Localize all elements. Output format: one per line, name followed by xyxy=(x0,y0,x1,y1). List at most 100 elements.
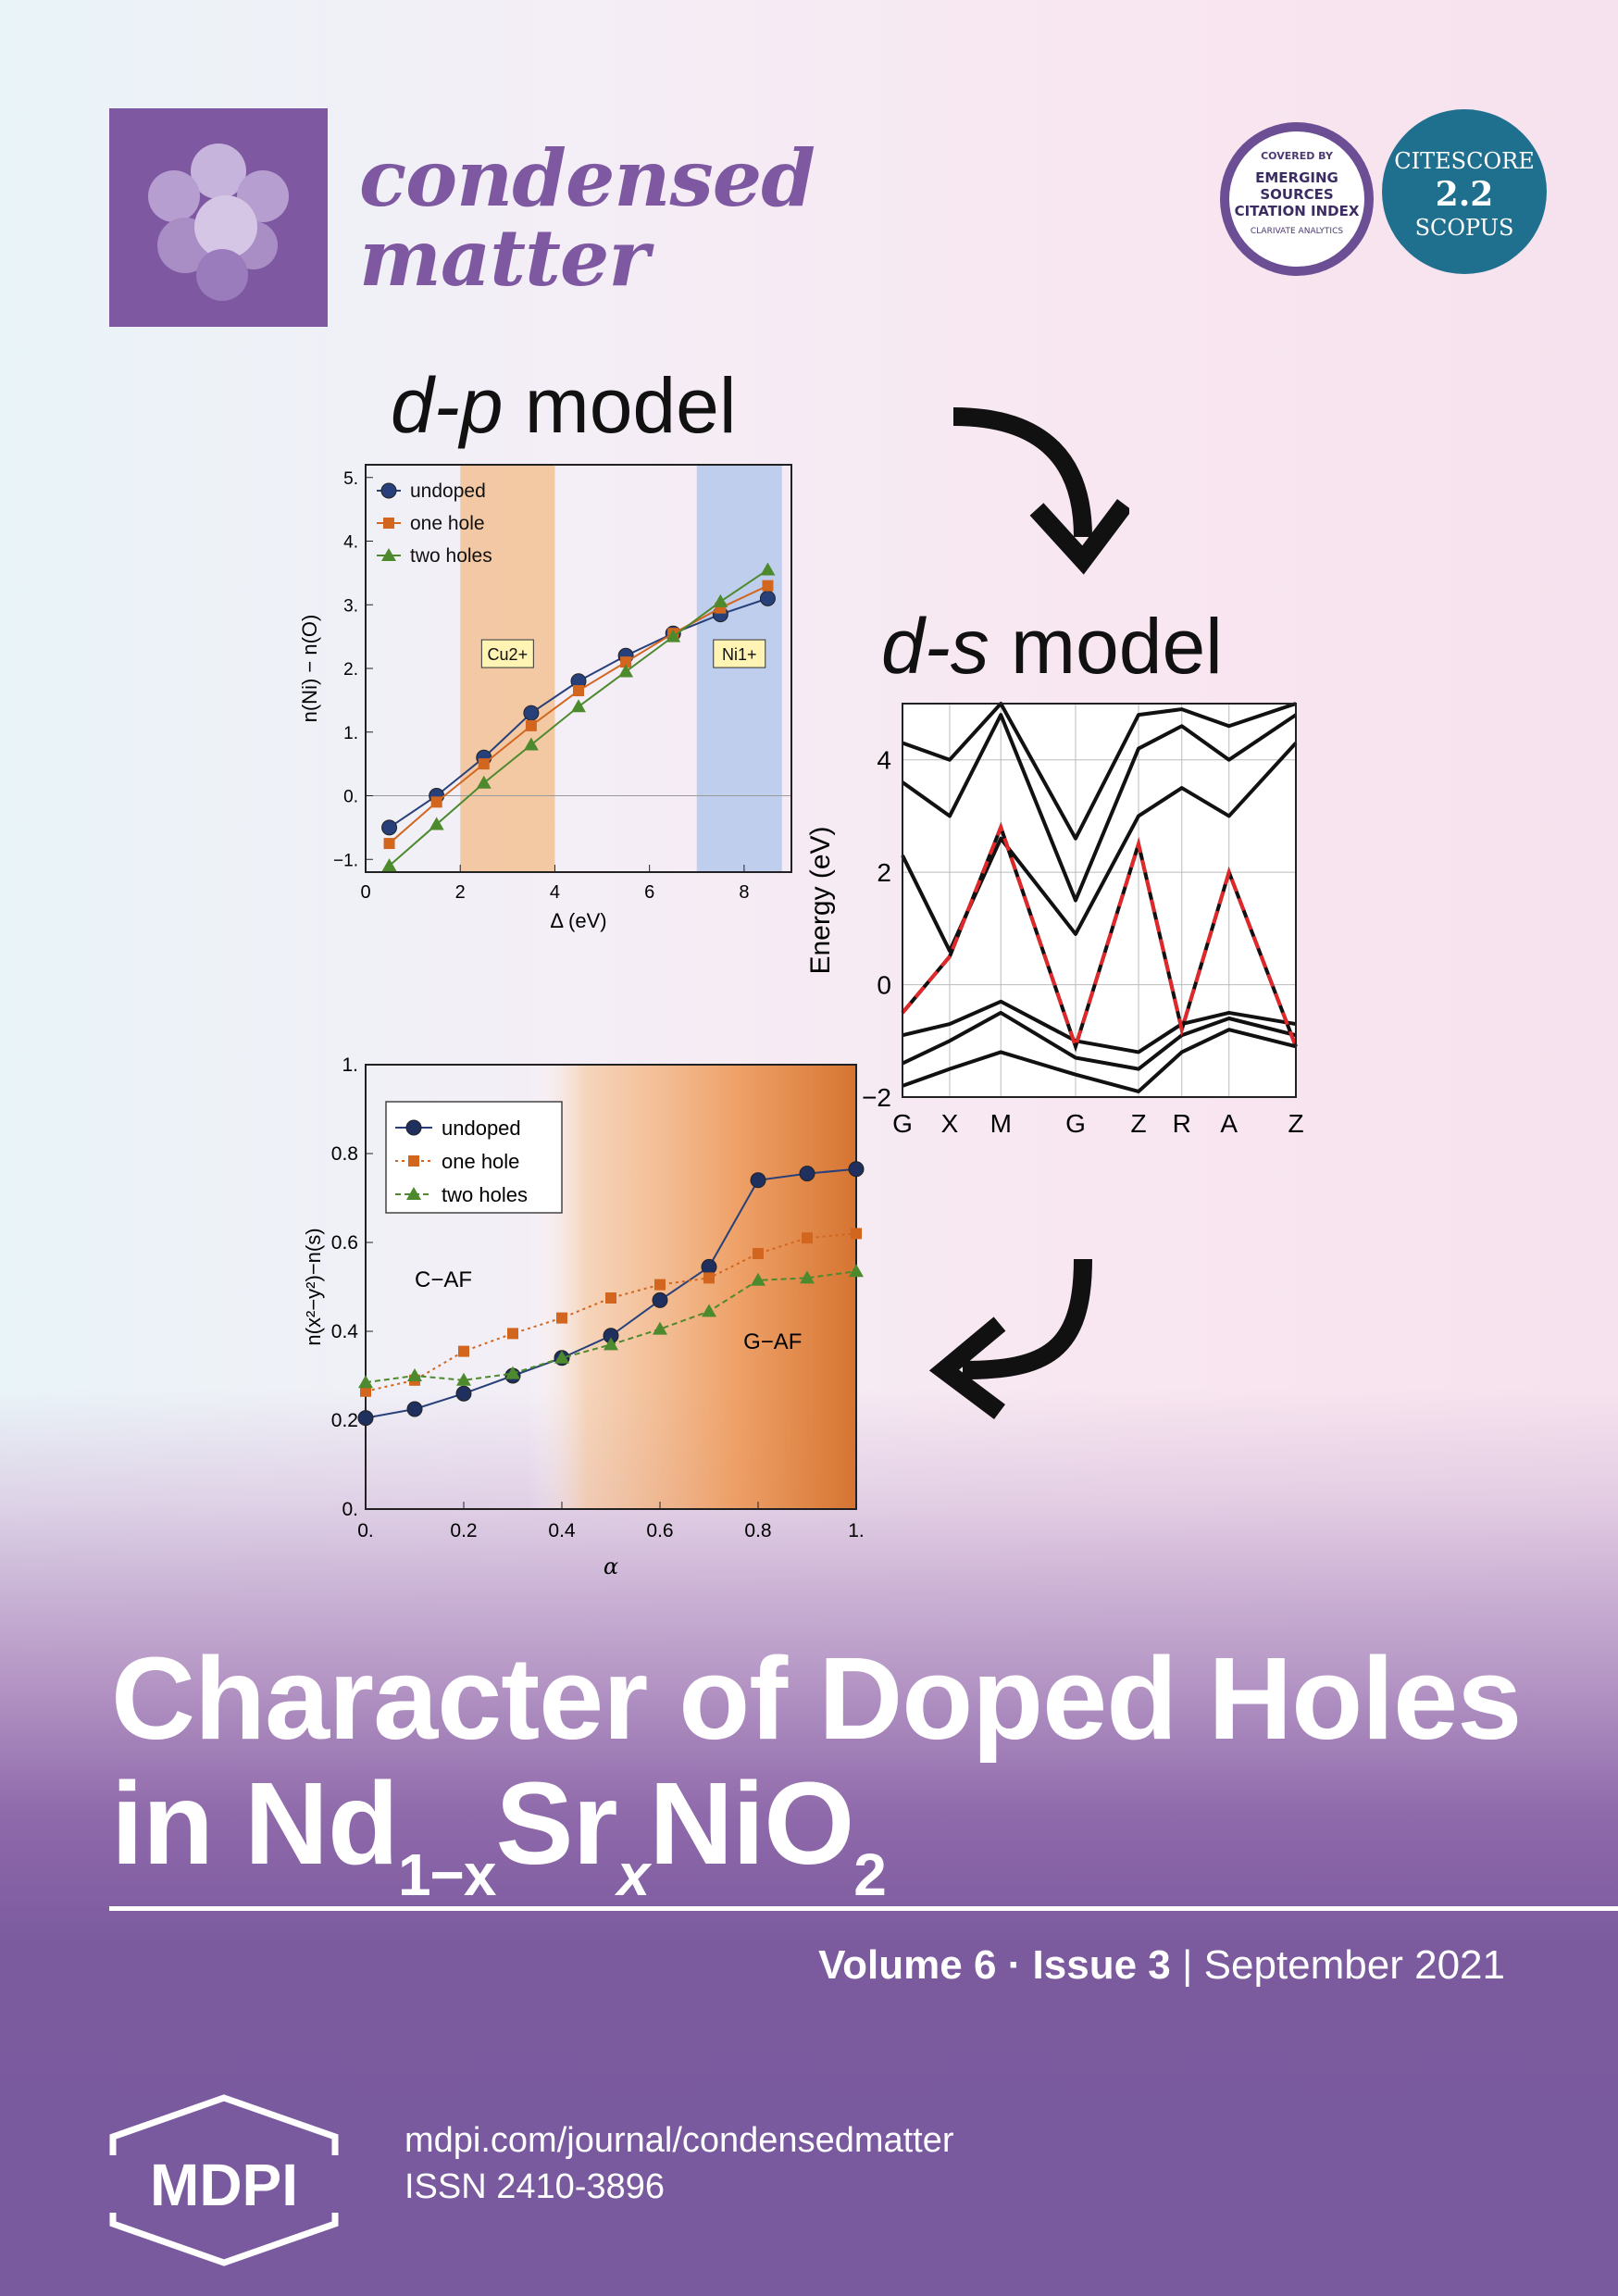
alpha-legend-marker-0 xyxy=(405,1119,422,1136)
journal-logo xyxy=(109,108,328,327)
alpha-point-2 xyxy=(604,1337,618,1351)
alpha-point-0 xyxy=(701,1258,717,1275)
x-tick-label: 6 xyxy=(644,882,654,903)
alpha-point-0 xyxy=(799,1166,815,1182)
alpha-x-axis-label: α xyxy=(604,1554,618,1579)
alpha-x-tick-label: 0.6 xyxy=(646,1520,673,1541)
title-divider xyxy=(109,1906,1618,1911)
k-tick-label: A xyxy=(1220,1109,1238,1138)
article-title-line2: in Nd1−xSrxNiO2 xyxy=(111,1758,887,1909)
band-plot-frame xyxy=(902,703,1297,1098)
alpha-point-2 xyxy=(554,1350,569,1364)
k-tick-label: X xyxy=(941,1109,959,1138)
arrow-down-left-icon xyxy=(928,1258,1092,1419)
band-line-4 xyxy=(901,713,1298,903)
ds-title-rest: model xyxy=(989,603,1223,690)
alpha-y-tick-label: 0.2 xyxy=(331,1410,358,1431)
title-sub-2: 2 xyxy=(853,1841,887,1908)
issue-line: Volume 6 · Issue 3 | September 2021 xyxy=(818,1942,1505,1989)
y-tick-label: 4. xyxy=(343,533,358,553)
issue-bar: | xyxy=(1170,1942,1204,1988)
y-tick-label: 3. xyxy=(343,596,358,616)
citescore-value: 2.2 xyxy=(1435,175,1494,214)
journal-url[interactable]: mdpi.com/journal/condensedmatter xyxy=(404,2121,954,2160)
ds-title-italic: d-s xyxy=(881,603,989,690)
point-one-hole xyxy=(620,656,632,668)
alpha-point-1 xyxy=(851,1228,862,1240)
band-line-0 xyxy=(902,1028,1297,1093)
alpha-point-2 xyxy=(702,1304,716,1317)
legend-label-1: one hole xyxy=(410,513,485,534)
alpha-point-2 xyxy=(800,1270,815,1284)
citescore-source: SCOPUS xyxy=(1414,215,1514,241)
arrow-down-right-icon xyxy=(952,407,1129,575)
citescore-label: CITESCORE xyxy=(1394,148,1535,174)
energy-axis-label: Energy (eV) xyxy=(805,826,836,974)
alpha-legend-marker-2 xyxy=(406,1187,421,1200)
point-two-holes xyxy=(429,817,444,830)
region-label-1: Ni1+ xyxy=(722,645,757,664)
point-two-holes xyxy=(760,562,776,576)
alpha-y-axis-label: n(x²−y²)−n(s) xyxy=(302,1228,325,1345)
point-one-hole xyxy=(573,685,584,697)
esci-badge: COVERED BY EMERGING SOURCES CITATION IND… xyxy=(1220,122,1374,276)
point-two-holes xyxy=(381,858,397,872)
region-0 xyxy=(460,465,555,872)
mdpi-logo: MDPI xyxy=(104,2094,344,2266)
alpha-point-0 xyxy=(357,1410,374,1427)
point-two-holes xyxy=(571,699,586,713)
alpha-point-2 xyxy=(456,1372,471,1386)
g-af-label: G−AF xyxy=(743,1329,802,1354)
alpha-x-tick-label: 0.2 xyxy=(450,1520,477,1541)
point-undoped xyxy=(523,705,540,721)
alpha-point-2 xyxy=(407,1368,422,1381)
ds-model-title: d-s model xyxy=(881,602,1223,692)
k-tick-label: R xyxy=(1173,1109,1191,1138)
alpha-point-0 xyxy=(652,1292,668,1308)
alpha-series-line-1 xyxy=(365,1232,857,1392)
e-tick-label: 4 xyxy=(877,746,891,775)
alpha-y-tick-label: 0.6 xyxy=(331,1232,358,1254)
title-in-nd: in Nd xyxy=(111,1758,399,1889)
fit-dashed-line xyxy=(901,821,1298,1053)
alpha-point-2 xyxy=(505,1366,520,1379)
k-tick-label: Z xyxy=(1130,1109,1146,1138)
issue-number: Issue 3 xyxy=(1032,1942,1171,1988)
alpha-point-0 xyxy=(848,1161,865,1178)
alpha-point-1 xyxy=(605,1292,616,1304)
x-tick-label: 0 xyxy=(360,882,370,903)
y-tick-label: 1. xyxy=(343,724,358,743)
point-one-hole xyxy=(430,796,442,808)
alpha-y-tick-label: 0. xyxy=(342,1499,358,1520)
alpha-x-tick-label: 1. xyxy=(848,1520,865,1541)
esci-bottom: CLARIVATE ANALYTICS xyxy=(1250,227,1344,236)
article-title-line1: Character of Doped Holes xyxy=(111,1633,1522,1764)
legend-label-2: two holes xyxy=(410,545,492,567)
point-one-hole xyxy=(383,838,395,850)
point-two-holes xyxy=(666,629,681,643)
mdpi-logo-text: MDPI xyxy=(150,2152,298,2218)
alpha-point-1 xyxy=(654,1279,666,1291)
title-nio: NiO xyxy=(649,1758,854,1889)
alpha-legend-label-1: one hole xyxy=(442,1150,519,1173)
alpha-point-0 xyxy=(455,1385,472,1402)
x-tick-label: 2 xyxy=(455,882,466,903)
alpha-point-1 xyxy=(703,1272,715,1284)
point-undoped xyxy=(381,819,398,836)
legend-marker-0 xyxy=(380,482,397,499)
esci-top: COVERED BY xyxy=(1261,150,1333,162)
point-one-hole xyxy=(478,758,490,770)
k-tick-label: M xyxy=(990,1109,1012,1138)
alpha-point-2 xyxy=(849,1264,864,1278)
alpha-point-0 xyxy=(406,1401,423,1417)
alpha-point-1 xyxy=(556,1312,567,1324)
dp-title-rest: model xyxy=(503,362,737,449)
e-tick-label: 0 xyxy=(877,971,891,1000)
alpha-point-1 xyxy=(802,1232,813,1244)
e-tick-label: −2 xyxy=(862,1083,891,1112)
alpha-point-1 xyxy=(458,1345,469,1357)
x-tick-label: 8 xyxy=(739,882,749,903)
dp-title-italic: d-p xyxy=(391,362,504,449)
